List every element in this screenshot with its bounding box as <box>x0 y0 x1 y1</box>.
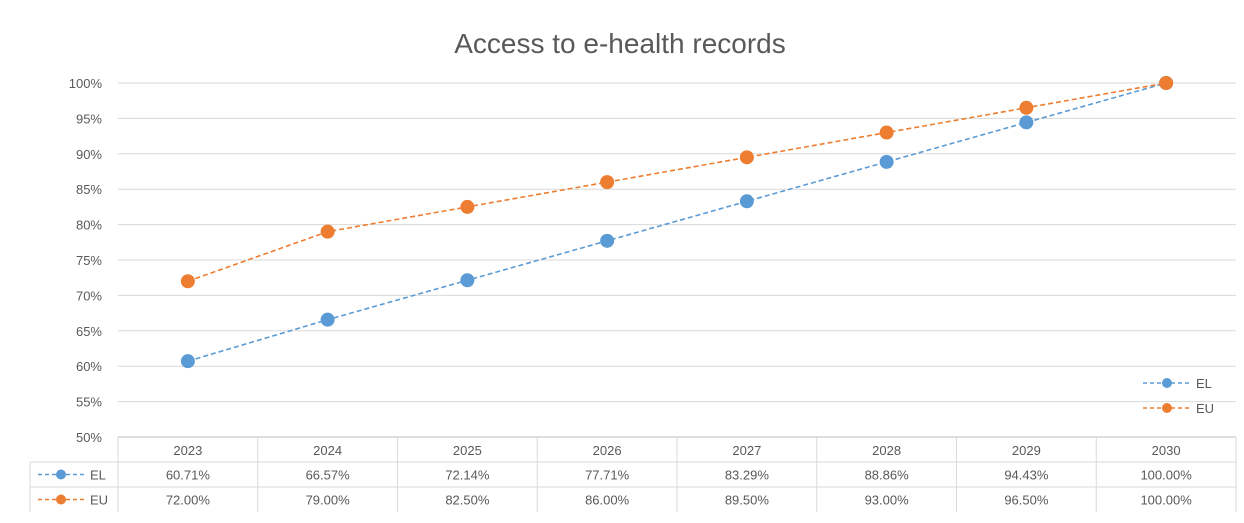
table-cell: 93.00% <box>865 493 910 508</box>
table-cell: 83.29% <box>725 468 770 483</box>
table-series-label: EU <box>90 493 108 508</box>
series-line-el <box>187 82 1167 362</box>
table-legend-key-marker <box>56 469 66 480</box>
table-legend-key-marker <box>56 494 66 505</box>
data-point-el <box>320 312 335 327</box>
data-point-eu <box>600 175 615 190</box>
x-tick-label: 2023 <box>173 443 202 458</box>
table-cell: 72.14% <box>445 468 490 483</box>
table-cell: 82.50% <box>445 493 490 508</box>
chart-title: Access to e-health records <box>454 28 786 59</box>
table-cell: 60.71% <box>166 468 211 483</box>
data-point-el <box>460 273 475 288</box>
x-tick-label: 2025 <box>453 443 482 458</box>
data-point-el <box>600 233 615 248</box>
table-cell: 79.00% <box>306 493 351 508</box>
y-tick-label: 50% <box>76 430 102 445</box>
table-cell: 100.00% <box>1140 493 1192 508</box>
x-tick-label: 2027 <box>732 443 761 458</box>
table-cell: 100.00% <box>1140 468 1192 483</box>
x-tick-label: 2029 <box>1012 443 1041 458</box>
x-tick-label: 2030 <box>1152 443 1181 458</box>
legend-key-marker <box>1162 378 1172 388</box>
data-point-eu <box>879 125 894 140</box>
table-cell: 96.50% <box>1004 493 1049 508</box>
legend-label: EU <box>1196 401 1214 416</box>
y-tick-label: 90% <box>76 147 102 162</box>
y-tick-label: 95% <box>76 111 102 126</box>
x-tick-label: 2026 <box>593 443 622 458</box>
y-tick-label: 85% <box>76 182 102 197</box>
data-table: 2023 2024 2025 2026 2027 2028 2029 2030 EL 60.71%… <box>29 436 1237 512</box>
data-point-eu <box>1159 76 1174 90</box>
data-point-el <box>879 154 894 169</box>
chart-series <box>180 76 1174 369</box>
data-point-el <box>180 354 195 369</box>
y-axis: 50% 55% 60% 65% 70% 75% 80% 85% 90% 95% 100% <box>69 76 103 445</box>
table-cell: 77.71% <box>585 468 630 483</box>
table-cell: 89.50% <box>725 493 770 508</box>
x-tick-label: 2028 <box>872 443 901 458</box>
series-line-eu <box>187 82 1167 282</box>
data-point-el <box>739 194 754 209</box>
table-cell: 72.00% <box>166 493 211 508</box>
chart-gridlines <box>118 82 1236 403</box>
table-cell: 86.00% <box>585 493 630 508</box>
legend-key-marker <box>1162 403 1172 413</box>
legend-label: EL <box>1196 376 1212 391</box>
y-tick-label: 80% <box>76 218 102 233</box>
data-point-eu <box>320 224 335 239</box>
y-tick-label: 75% <box>76 253 102 268</box>
data-point-eu <box>1019 100 1034 115</box>
table-cell: 66.57% <box>306 468 351 483</box>
y-tick-label: 100% <box>69 76 103 91</box>
x-tick-label: 2024 <box>313 443 342 458</box>
data-point-eu <box>180 274 195 289</box>
table-cell: 94.43% <box>1004 468 1049 483</box>
chart-legend: EL EU <box>1143 376 1214 416</box>
table-series-label: EL <box>90 468 106 483</box>
y-tick-label: 55% <box>76 395 102 410</box>
y-tick-label: 60% <box>76 359 102 374</box>
data-point-eu <box>739 150 754 165</box>
y-tick-label: 70% <box>76 288 102 303</box>
data-point-el <box>1019 115 1034 130</box>
data-point-eu <box>460 199 475 214</box>
y-tick-label: 65% <box>76 324 102 339</box>
table-cell: 88.86% <box>865 468 910 483</box>
